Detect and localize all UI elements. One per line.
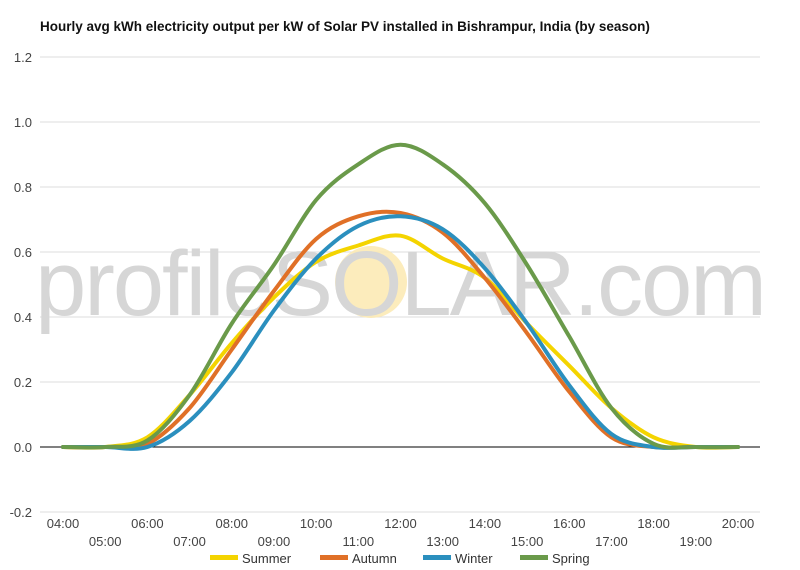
x-tick-label: 18:00 bbox=[637, 516, 670, 531]
chart-title: Hourly avg kWh electricity output per kW… bbox=[40, 19, 650, 34]
x-axis: 04:00 05:00 06:00 07:00 08:00 09:00 10:00 11:00… bbox=[47, 516, 755, 549]
x-tick-label: 15:00 bbox=[511, 534, 544, 549]
gridlines bbox=[40, 56, 760, 513]
x-tick-label: 07:00 bbox=[173, 534, 206, 549]
series-line-winter bbox=[61, 214, 740, 451]
legend-swatch bbox=[320, 555, 348, 560]
y-tick-label: 0.4 bbox=[14, 310, 32, 325]
x-tick-label: 04:00 bbox=[47, 516, 80, 531]
x-tick-label: 09:00 bbox=[258, 534, 291, 549]
legend-item-summer[interactable]: Summer bbox=[210, 551, 292, 566]
watermark-text: profileSOLAR.com bbox=[35, 233, 765, 335]
x-tick-label: 10:00 bbox=[300, 516, 333, 531]
legend[interactable]: Summer Autumn Winter Spring bbox=[210, 551, 590, 566]
y-tick-label: 1.0 bbox=[14, 115, 32, 130]
legend-swatch bbox=[520, 555, 548, 560]
y-tick-label: 0.2 bbox=[14, 375, 32, 390]
x-tick-label: 12:00 bbox=[384, 516, 417, 531]
x-tick-label: 11:00 bbox=[343, 534, 375, 549]
y-tick-label: 0.6 bbox=[14, 245, 32, 260]
legend-item-winter[interactable]: Winter bbox=[423, 551, 493, 566]
legend-swatch bbox=[210, 555, 238, 560]
x-tick-label: 14:00 bbox=[469, 516, 502, 531]
y-tick-label: 0.8 bbox=[14, 180, 32, 195]
y-axis: -0.2 0.0 0.2 0.4 0.6 0.8 1.0 1.2 bbox=[10, 50, 32, 520]
legend-swatch bbox=[423, 555, 451, 560]
x-tick-label: 16:00 bbox=[553, 516, 586, 531]
watermark: profileSOLAR.com bbox=[35, 233, 767, 335]
legend-label: Spring bbox=[552, 551, 590, 566]
legend-label: Winter bbox=[455, 551, 493, 566]
series-line-spring bbox=[61, 142, 740, 450]
x-tick-label: 08:00 bbox=[215, 516, 248, 531]
legend-label: Autumn bbox=[352, 551, 397, 566]
x-tick-label: 20:00 bbox=[722, 516, 755, 531]
x-tick-label: 05:00 bbox=[89, 534, 122, 549]
legend-item-autumn[interactable]: Autumn bbox=[320, 551, 397, 566]
x-tick-label: 06:00 bbox=[131, 516, 164, 531]
legend-item-spring[interactable]: Spring bbox=[520, 551, 590, 566]
legend-label: Summer bbox=[242, 551, 292, 566]
y-tick-label: 0.0 bbox=[14, 440, 32, 455]
series-line-autumn bbox=[61, 209, 740, 450]
x-tick-label: 19:00 bbox=[680, 534, 713, 549]
y-tick-label: -0.2 bbox=[10, 505, 32, 520]
series-lines bbox=[61, 142, 740, 451]
y-tick-label: 1.2 bbox=[14, 50, 32, 65]
x-tick-label: 17:00 bbox=[595, 534, 628, 549]
x-tick-label: 13:00 bbox=[426, 534, 459, 549]
watermark-sun bbox=[335, 246, 407, 318]
